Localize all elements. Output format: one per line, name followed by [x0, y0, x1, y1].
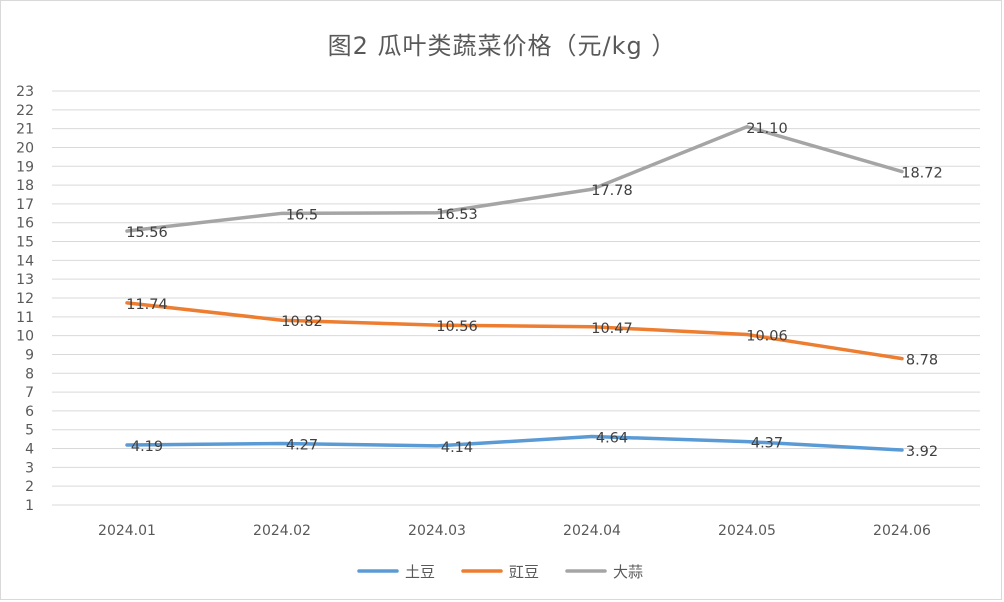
- y-tick-label: 14: [16, 253, 34, 269]
- data-label: 10.47: [591, 321, 633, 337]
- data-label: 4.19: [131, 439, 163, 455]
- legend-label: 豇豆: [509, 563, 539, 581]
- x-tick-label: 2024.05: [718, 523, 776, 539]
- x-tick-label: 2024.01: [98, 523, 156, 539]
- y-tick-label: 1: [25, 498, 34, 514]
- y-tick-label: 8: [25, 366, 34, 382]
- data-label: 10.06: [746, 329, 788, 345]
- y-tick-label: 22: [16, 103, 34, 119]
- y-tick-label: 16: [16, 216, 34, 232]
- chart-title: 图2 瓜叶类蔬菜价格（元/kg ）: [327, 32, 677, 60]
- data-label: 4.37: [751, 436, 783, 452]
- y-tick-label: 7: [25, 385, 34, 401]
- data-label: 18.72: [901, 166, 943, 182]
- data-label: 4.14: [441, 440, 473, 456]
- series-line-0: [125, 434, 904, 452]
- data-label: 3.92: [906, 444, 938, 460]
- data-label: 11.74: [126, 297, 168, 313]
- y-tick-label: 11: [16, 310, 34, 326]
- y-tick-label: 12: [16, 291, 34, 307]
- data-label: 17.78: [591, 183, 633, 199]
- legend-label: 土豆: [405, 563, 435, 581]
- y-tick-label: 9: [25, 347, 34, 363]
- y-tick-label: 4: [25, 442, 34, 458]
- y-tick-label: 5: [25, 423, 34, 439]
- y-tick-label: 2: [25, 479, 34, 495]
- y-tick-label: 6: [25, 404, 34, 420]
- data-label: 21.10: [746, 121, 788, 137]
- data-labels: 4.19 4.27 4.14 4.64 4.37 3.92 11.74 10.82 10.56 1…: [126, 121, 943, 460]
- data-label: 8.78: [906, 353, 938, 369]
- y-tick-label: 10: [16, 329, 34, 345]
- y-tick-label: 13: [16, 272, 34, 288]
- legend: 土豆 豇豆 大蒜: [357, 563, 643, 581]
- series-lines: [125, 125, 904, 452]
- y-tick-label: 19: [16, 159, 34, 175]
- data-label: 16.5: [286, 207, 318, 223]
- y-tick-label: 15: [16, 235, 34, 251]
- x-tick-label: 2024.06: [873, 523, 931, 539]
- y-tick-label: 17: [16, 197, 34, 213]
- series-line-1: [125, 301, 904, 361]
- data-label: 15.56: [126, 225, 168, 241]
- data-label: 4.64: [596, 431, 628, 447]
- x-tick-label: 2024.02: [253, 523, 311, 539]
- data-label: 10.82: [281, 314, 323, 330]
- y-tick-label: 3: [25, 460, 34, 476]
- y-tick-label: 18: [16, 178, 34, 194]
- data-label: 16.53: [436, 207, 478, 223]
- x-tick-label: 2024.04: [563, 523, 621, 539]
- y-tick-label: 21: [16, 122, 34, 138]
- data-label: 10.56: [436, 319, 478, 335]
- legend-label: 大蒜: [613, 563, 643, 581]
- data-label: 4.27: [286, 437, 318, 453]
- x-axis-ticks: 2024.01 2024.02 2024.03 2024.04 2024.05 2024.…: [98, 523, 931, 539]
- y-tick-label: 23: [16, 84, 34, 100]
- series-line-2: [125, 125, 904, 233]
- y-tick-label: 20: [16, 140, 34, 156]
- x-tick-label: 2024.03: [408, 523, 466, 539]
- gridlines: [52, 90, 980, 506]
